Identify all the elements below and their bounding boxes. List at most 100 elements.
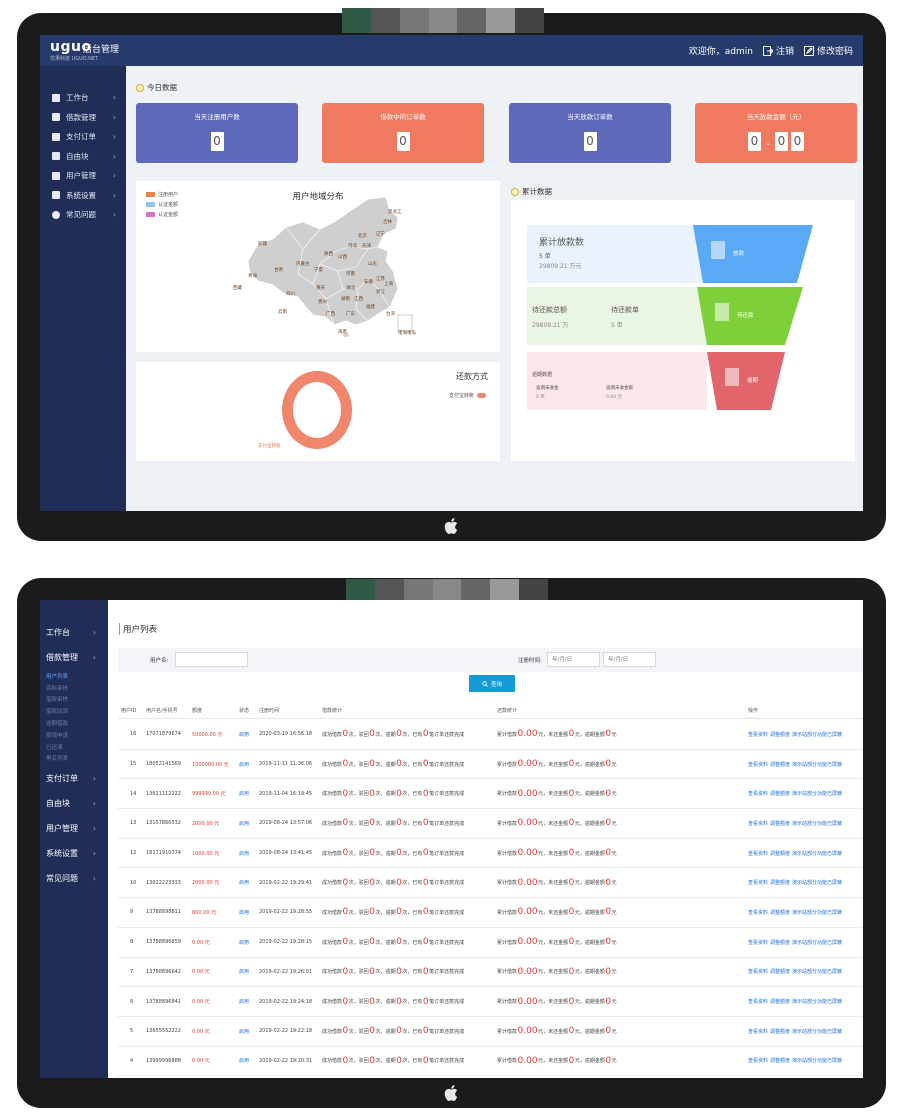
action-link[interactable]: 查看资料 [748,939,769,946]
table-row[interactable]: 16 17071879674 50000.00 元 启用 2020-03-19 16:5… [118,720,863,750]
repayment-legend[interactable]: 支付宝转账 [449,392,486,399]
action-link[interactable]: 查看资料 [748,1058,769,1065]
region-label[interactable]: 甘肃 [274,268,283,273]
action-link[interactable]: 调整额度 [770,999,791,1006]
region-label[interactable]: 北京 [358,234,367,239]
map-legend-item[interactable]: 注册用户 [146,189,178,199]
table-row[interactable]: 15 18052141569 1000000.00 元 启用 2019-11-11 11… [118,750,863,780]
status-badge[interactable]: 启用 [239,969,250,976]
region-label[interactable]: 内蒙古 [296,262,310,267]
status-badge[interactable]: 启用 [239,939,250,946]
region-label[interactable]: 安徽 [364,280,373,285]
status-badge[interactable]: 启用 [239,761,250,768]
region-label[interactable]: 重庆 [316,286,325,291]
region-label[interactable]: 江苏 [376,277,385,282]
sidebar-group[interactable]: 支付订单 › [40,766,108,791]
region-label[interactable]: 海南 [338,330,347,335]
status-badge[interactable]: 启用 [239,909,250,916]
region-label[interactable]: 西藏 [233,286,242,291]
map-legend-item[interactable]: 认证金额 [146,199,178,209]
region-label[interactable]: 天津 [362,244,371,249]
action-link[interactable]: 演示站部分功能已屏蔽 [792,761,843,768]
table-row[interactable]: 6 13788896841 0.00 元 启用 2019-02-22 19:24:18 成… [118,987,863,1017]
action-link[interactable]: 查看资料 [748,1028,769,1035]
status-badge[interactable]: 启用 [239,731,250,738]
region-label[interactable]: 山西 [338,255,347,260]
sidebar-item-4[interactable]: 用户管理 › [40,166,126,186]
status-badge[interactable]: 启用 [239,999,250,1006]
change-password-button[interactable]: 修改密码 [803,44,853,57]
sidebar-sub-item[interactable]: 资料审核 [46,685,69,692]
table-row[interactable]: 7 13788896642 0.00 元 启用 2019-02-22 19:26:01 成… [118,958,863,988]
table-row[interactable]: 5 13655552222 0.00 元 启用 2019-02-22 19:22:18 成… [118,1017,863,1047]
region-label[interactable]: 河北 [348,244,357,249]
sidebar-sub-item[interactable]: 提现申请 [46,732,69,739]
action-link[interactable]: 演示站部分功能已屏蔽 [792,880,843,887]
action-link[interactable]: 演示站部分功能已屏蔽 [792,820,843,827]
action-link[interactable]: 调整额度 [770,939,791,946]
region-label[interactable]: 黑龙江 [388,210,402,215]
region-label[interactable]: 上海 [384,282,393,287]
action-link[interactable]: 查看资料 [748,761,769,768]
action-link[interactable]: 调整额度 [770,731,791,738]
logo[interactable]: uguo 后台管理 优果科技 UGUO.NET [50,39,130,63]
status-badge[interactable]: 启用 [239,850,250,857]
region-label[interactable]: 陕西 [324,252,333,257]
sidebar-item-0[interactable]: 工作台 › [40,88,126,108]
table-row[interactable]: 14 13611112222 999999.00 元 启用 2019-11-04 16:… [118,779,863,810]
action-link[interactable]: 查看资料 [748,731,769,738]
action-link[interactable]: 演示站部分功能已屏蔽 [792,850,843,857]
table-row[interactable]: 9 13788898811 800.00 元 启用 2019-02-22 19:28:5… [118,898,863,928]
table-row[interactable]: 10 13622223333 2000.00 元 启用 2019-02-22 19:29… [118,868,863,899]
sidebar-sub-item[interactable]: 借款审核 [46,697,69,704]
region-label[interactable]: 四川 [286,292,295,297]
sidebar-sub-item[interactable]: 黑名列表 [46,756,69,763]
region-label[interactable]: 广东 [346,312,355,317]
region-label[interactable]: 宁夏 [314,268,323,273]
action-link[interactable]: 调整额度 [770,850,791,857]
action-link[interactable]: 调整额度 [770,761,791,768]
date-to-input[interactable] [603,652,656,667]
sidebar-sub-item[interactable]: 借款驳回 [46,709,69,716]
sidebar-item-6[interactable]: 常见问题 › [40,205,126,225]
sidebar-sub-item[interactable]: 用户列表 [46,673,69,680]
region-label[interactable]: 贵州 [318,300,327,305]
sidebar-group[interactable]: 系统设置 › [40,841,108,866]
region-label[interactable]: 台湾 [386,312,395,317]
sidebar-group[interactable]: 常见问题 › [40,866,108,891]
status-badge[interactable]: 启用 [239,820,250,827]
china-map[interactable] [228,189,428,339]
sidebar-sub-item[interactable]: 已还清 [46,744,63,751]
action-link[interactable]: 演示站部分功能已屏蔽 [792,791,843,798]
action-link[interactable]: 演示站部分功能已屏蔽 [792,939,843,946]
region-label[interactable]: 浙江 [376,290,385,295]
region-label[interactable]: 湖南 [341,297,350,302]
table-row[interactable]: 13 13157866532 2000.00 元 启用 2019-08-24 13:57… [118,809,863,839]
action-link[interactable]: 演示站部分功能已屏蔽 [792,969,843,976]
table-row[interactable]: 4 13999996888 0.00 元 启用 2019-02-22 19:20:31 成… [118,1047,863,1077]
action-link[interactable]: 调整额度 [770,880,791,887]
action-link[interactable]: 调整额度 [770,909,791,916]
action-link[interactable]: 调整额度 [770,1028,791,1035]
sidebar-group[interactable]: 用户管理 › [40,816,108,841]
username-input[interactable] [175,652,248,667]
map-legend-item[interactable]: 认证金额 [146,209,178,219]
action-link[interactable]: 演示站部分功能已屏蔽 [792,1058,843,1065]
region-label[interactable]: 吉林 [383,220,392,225]
sidebar-item-2[interactable]: 支付订单 › [40,127,126,147]
action-link[interactable]: 查看资料 [748,850,769,857]
funnel-row-1[interactable]: 待还款 待还款总额 待还款单 29809.21 万 5 单 [527,287,817,345]
region-label[interactable]: 福建 [366,305,375,310]
action-link[interactable]: 演示站部分功能已屏蔽 [792,909,843,916]
region-label[interactable]: 新疆 [258,242,267,247]
action-link[interactable]: 查看资料 [748,969,769,976]
region-label[interactable]: 云南 [278,310,287,315]
sidebar-sub-item[interactable]: 逾期借款 [46,721,69,728]
date-from-input[interactable] [547,652,600,667]
region-label[interactable]: 山东 [368,262,377,267]
repayment-donut[interactable] [282,371,352,449]
table-row[interactable]: 12 18171910774 1000.00 元 启用 2019-08-24 13:41… [118,839,863,869]
status-badge[interactable]: 启用 [239,1058,250,1065]
sidebar-item-3[interactable]: 自由块 › [40,147,126,167]
status-badge[interactable]: 启用 [239,791,250,798]
